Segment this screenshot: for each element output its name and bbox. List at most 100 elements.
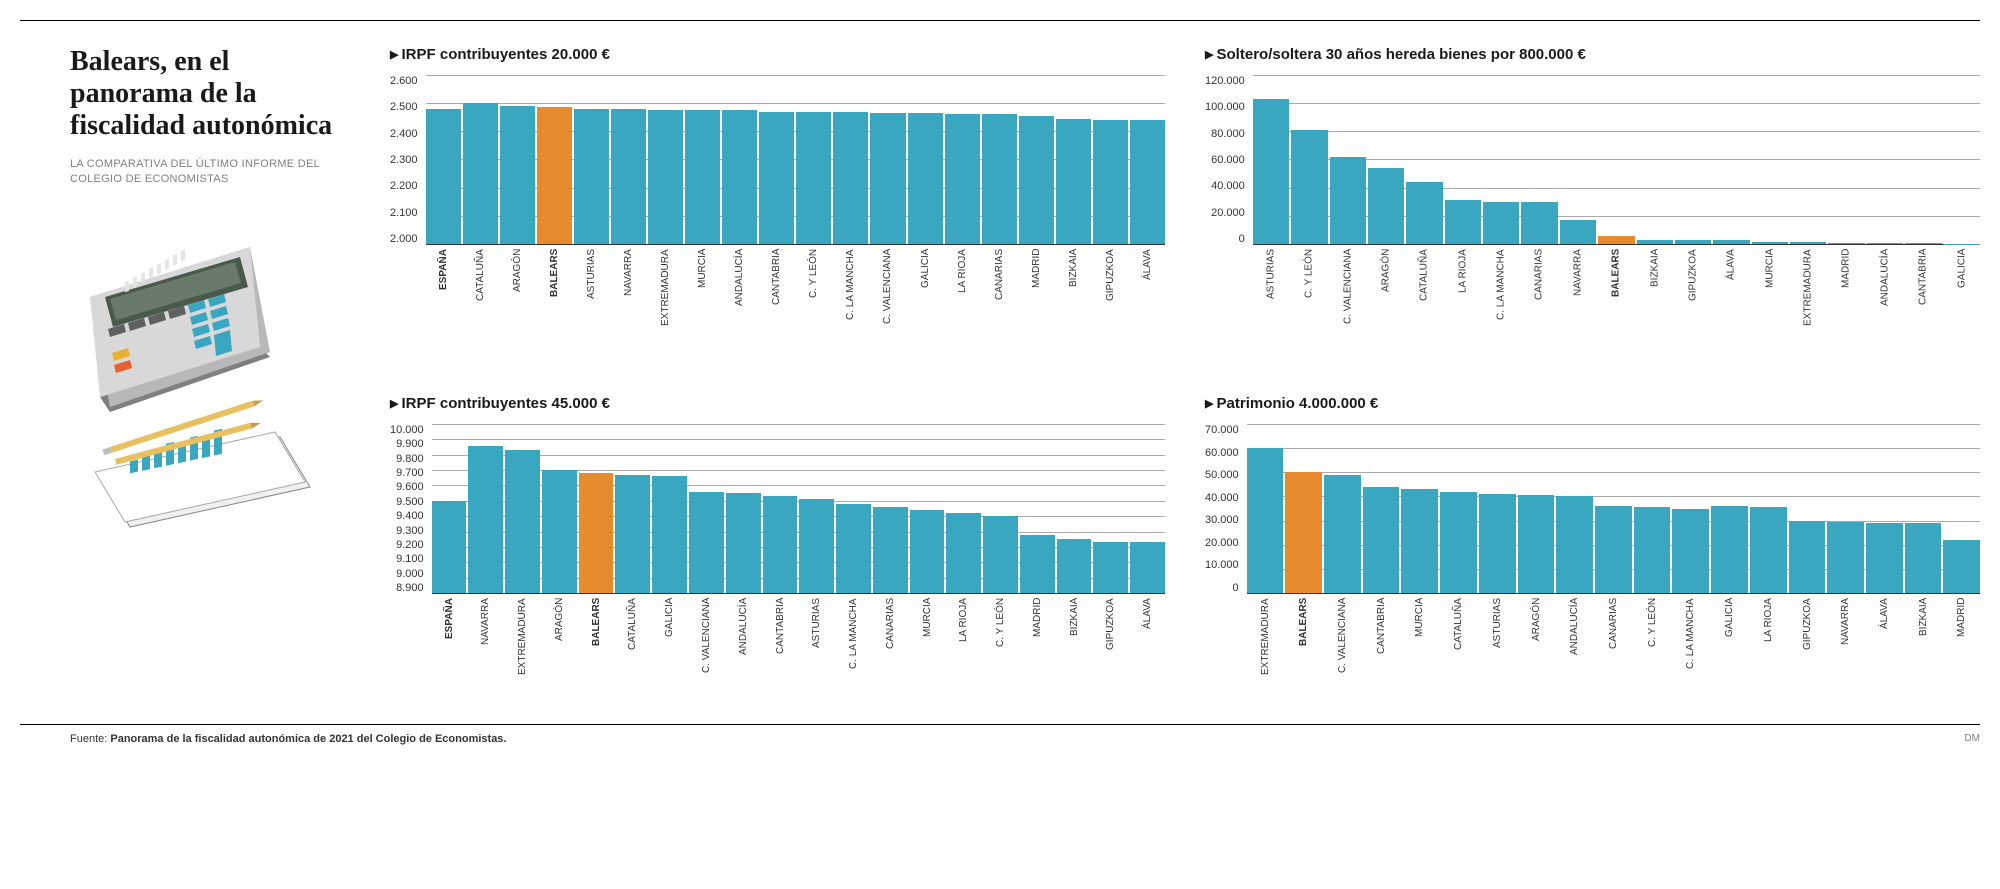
source-label: Fuente:	[70, 733, 110, 745]
x-label: ESPAÑA	[426, 249, 461, 349]
x-label: CANTABRIA	[1905, 249, 1941, 349]
y-tick: 40.000	[1205, 492, 1239, 504]
x-label: MURCIA	[1752, 249, 1788, 349]
x-label: CATALUÑA	[1440, 598, 1477, 698]
chart-title: IRPF contribuyentes 20.000 €	[390, 46, 1165, 63]
x-label: MADRID	[1828, 249, 1864, 349]
bar	[426, 109, 461, 244]
x-label: CANTABRIA	[1363, 598, 1400, 698]
x-label: LA RIOJA	[1445, 249, 1481, 349]
bar	[574, 109, 609, 244]
x-label: CANARIAS	[1521, 249, 1557, 349]
x-label: BIZKAIA	[1905, 598, 1942, 698]
bar	[652, 476, 687, 593]
x-label: C. Y LEÓN	[1291, 249, 1327, 349]
x-label: ESPAÑA	[432, 598, 467, 698]
credit: DM	[1964, 733, 1980, 745]
x-label: EXTREMADURA	[1247, 598, 1284, 698]
y-tick: 9.400	[396, 510, 424, 522]
bar	[1093, 120, 1128, 244]
x-label: BIZKAIA	[1056, 249, 1091, 349]
bar	[982, 114, 1017, 244]
bar	[1093, 542, 1128, 593]
y-tick: 60.000	[1205, 447, 1239, 459]
x-labels: ESPAÑANAVARRAEXTREMADURAARAGÓNBALEARSCAT…	[432, 598, 1165, 698]
bar	[1598, 236, 1634, 244]
bar	[1711, 506, 1748, 593]
plot-area: ESPAÑANAVARRAEXTREMADURAARAGÓNBALEARSCAT…	[432, 424, 1165, 704]
y-tick: 0	[1239, 233, 1245, 245]
y-tick: 20.000	[1205, 537, 1239, 549]
chart-body: 2.6002.5002.4002.3002.2002.1002.000ESPAÑ…	[390, 75, 1165, 355]
bar	[983, 516, 1018, 593]
bar	[1752, 242, 1788, 244]
chart-body: 120.000100.00080.00060.00040.00020.0000A…	[1205, 75, 1980, 355]
y-tick: 30.000	[1205, 514, 1239, 526]
x-label: ARAGÓN	[500, 249, 535, 349]
y-tick: 9.600	[396, 481, 424, 493]
y-axis: 70.00060.00050.00040.00030.00020.00010.0…	[1205, 424, 1247, 594]
x-label: EXTREMADURA	[1790, 249, 1826, 349]
chart-title: Patrimonio 4.000.000 €	[1205, 395, 1980, 412]
bar	[685, 110, 720, 244]
x-label: ANDALUCÍA	[722, 249, 757, 349]
x-label: ARAGÓN	[1368, 249, 1404, 349]
x-label: ASTURIAS	[574, 249, 609, 349]
x-labels: EXTREMADURABALEARSC. VALENCIANACANTABRIA…	[1247, 598, 1980, 698]
x-label: ASTURIAS	[1479, 598, 1516, 698]
y-tick: 9.800	[396, 453, 424, 465]
bar	[1291, 130, 1327, 244]
y-tick: 50.000	[1205, 469, 1239, 481]
x-label: MURCIA	[1401, 598, 1438, 698]
chart-irpf-45000: IRPF contribuyentes 45.000 € 10.0009.900…	[390, 385, 1165, 704]
x-label: C. Y LEÓN	[796, 249, 831, 349]
x-label: CANARIAS	[873, 598, 908, 698]
bar	[648, 110, 683, 244]
x-labels: ESPAÑACATALUÑAARAGÓNBALEARSASTURIASNAVAR…	[426, 249, 1165, 349]
x-label: GIPUZKOA	[1093, 598, 1128, 698]
plot-area: ASTURIASC. Y LEÓNC. VALENCIANAARAGÓNCATA…	[1253, 75, 1980, 355]
bar	[1130, 120, 1165, 244]
x-label: BALEARS	[537, 249, 572, 349]
bar	[1634, 507, 1671, 593]
y-tick: 9.000	[396, 568, 424, 580]
y-tick: 9.200	[396, 539, 424, 551]
bar	[432, 501, 467, 593]
y-axis: 120.000100.00080.00060.00040.00020.0000	[1205, 75, 1253, 245]
x-label: ÁLAVA	[1130, 249, 1165, 349]
chart-patrimonio: Patrimonio 4.000.000 € 70.00060.00050.00…	[1205, 385, 1980, 704]
bar	[1521, 202, 1557, 244]
bar	[1867, 243, 1903, 244]
y-tick: 9.100	[396, 553, 424, 565]
top-rule	[20, 20, 1980, 21]
y-tick: 60.000	[1211, 154, 1245, 166]
y-tick: 80.000	[1211, 128, 1245, 140]
bar	[1020, 535, 1055, 593]
bar	[1518, 495, 1555, 593]
y-tick: 2.000	[390, 233, 418, 245]
left-column: Balears, en el panorama de la fiscalidad…	[70, 36, 350, 704]
x-label: BALEARS	[1285, 598, 1322, 698]
bar	[615, 475, 650, 593]
middle-column: IRPF contribuyentes 20.000 € 2.6002.5002…	[390, 36, 1165, 704]
x-label: C. VALENCIANA	[870, 249, 905, 349]
y-tick: 120.000	[1205, 75, 1245, 87]
x-label: GALICIA	[1944, 249, 1980, 349]
bar	[1672, 509, 1709, 594]
bar	[1247, 448, 1284, 593]
footer: Fuente: Panorama de la fiscalidad autonó…	[70, 733, 1980, 745]
bar	[796, 112, 831, 244]
bars-area	[1253, 75, 1980, 245]
y-tick: 2.300	[390, 154, 418, 166]
bar	[799, 499, 834, 593]
bar	[1905, 243, 1941, 244]
x-label: CANARIAS	[1595, 598, 1632, 698]
x-label: CATALUÑA	[615, 598, 650, 698]
y-tick: 9.500	[396, 496, 424, 508]
x-label: LA RIOJA	[946, 598, 981, 698]
x-label: MURCIA	[685, 249, 720, 349]
y-axis: 2.6002.5002.4002.3002.2002.1002.000	[390, 75, 426, 245]
x-label: C. LA MANCHA	[1483, 249, 1519, 349]
bar	[1253, 99, 1289, 244]
bar	[1368, 168, 1404, 244]
